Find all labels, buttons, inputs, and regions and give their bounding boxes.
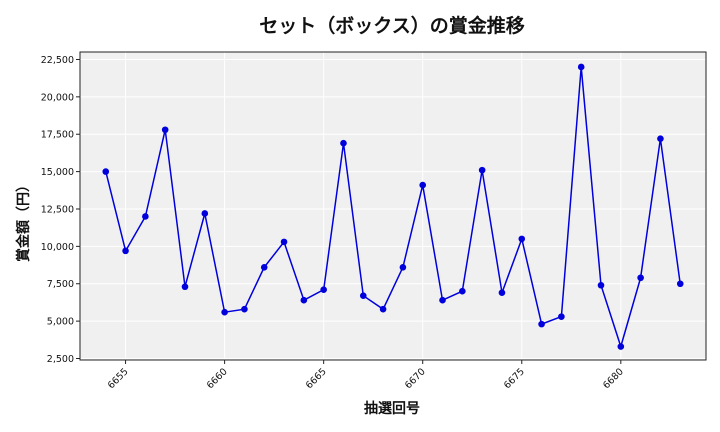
data-point (161, 126, 169, 134)
data-point (300, 296, 308, 304)
data-point (260, 264, 268, 271)
chart-title: セット（ボックス）の賞金推移 (259, 14, 524, 37)
data-point (676, 280, 684, 288)
data-point (142, 213, 149, 220)
data-point (320, 286, 327, 294)
data-point (558, 313, 565, 320)
data-point (637, 274, 644, 282)
plot-area (80, 52, 706, 360)
x-tick-label: 6665 (304, 366, 329, 391)
data-point (518, 235, 526, 243)
data-point (538, 320, 545, 328)
data-point (577, 63, 585, 71)
x-tick-label: 6675 (502, 366, 527, 391)
y-tick-label: 17,500 (41, 130, 74, 141)
data-point (419, 181, 427, 189)
series-line (105, 66, 681, 350)
y-tick-label: 12,500 (41, 204, 74, 215)
data-point (241, 305, 248, 313)
x-tick-label: 6655 (106, 366, 131, 391)
data-point (657, 135, 664, 143)
data-point (498, 289, 506, 297)
data-point (181, 283, 189, 291)
y-tick-label: 20,000 (41, 92, 74, 103)
y-tick-label: 15,000 (41, 167, 74, 178)
y-tick-label: 10,000 (41, 242, 74, 253)
data-point (597, 281, 605, 289)
y-tick-label: 5,000 (47, 317, 74, 328)
y-tick-label: 22,500 (41, 55, 74, 66)
x-axis-label: 抽選回号 (364, 400, 420, 417)
data-point (617, 343, 625, 350)
data-point (201, 210, 209, 217)
y-tick-label: 7,500 (47, 279, 74, 290)
data-point (122, 247, 129, 255)
data-point (340, 139, 347, 147)
data-point (439, 296, 446, 304)
x-tick-label: 6670 (403, 366, 428, 391)
x-tick-label: 6680 (601, 366, 626, 391)
data-point (478, 166, 486, 174)
y-axis-label: 賞金額（円） (15, 178, 32, 262)
data-point (280, 238, 288, 246)
series-group (102, 63, 684, 350)
data-point (102, 168, 110, 175)
data-point (221, 308, 228, 316)
data-point (399, 264, 407, 271)
x-tick-label: 6660 (205, 366, 230, 391)
data-point (359, 292, 367, 300)
plot-frame (79, 51, 707, 361)
data-point (459, 287, 466, 295)
data-point (379, 305, 387, 313)
y-tick-label: 2,500 (47, 354, 74, 365)
